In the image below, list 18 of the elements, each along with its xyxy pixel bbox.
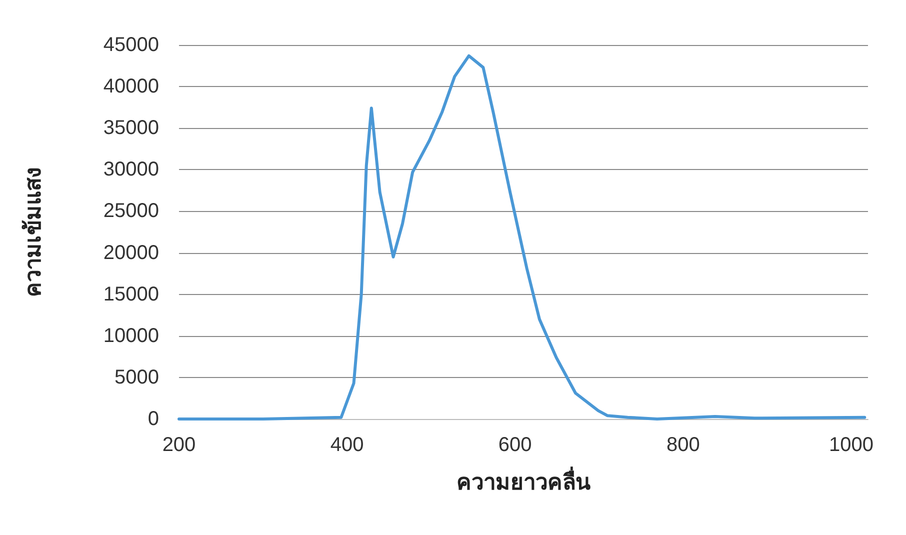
- y-axis-title: ความเข้มแสง: [20, 167, 46, 297]
- x-axis-title: ความยาวคลื่น: [456, 466, 590, 494]
- y-tick-label: 30000: [103, 158, 159, 181]
- y-tick-label: 35000: [103, 117, 159, 140]
- y-tick-label: 40000: [103, 76, 159, 98]
- line-series: [178, 54, 866, 420]
- x-tick-label: 600: [498, 434, 532, 456]
- x-tick-label: 1000: [828, 434, 874, 456]
- x-tick-label: 400: [330, 434, 364, 456]
- y-tick-label: 10000: [103, 324, 159, 347]
- x-tick-label: 800: [666, 434, 700, 456]
- y-tick-label: 20000: [103, 242, 159, 264]
- y-tick-label: 45000: [103, 34, 159, 56]
- y-tick-label: 25000: [103, 200, 159, 222]
- y-tick-label: 15000: [103, 283, 159, 306]
- y-tick-label: 0: [148, 408, 159, 430]
- x-tick-label: 200: [162, 434, 196, 456]
- y-tick-label: 5000: [114, 366, 159, 388]
